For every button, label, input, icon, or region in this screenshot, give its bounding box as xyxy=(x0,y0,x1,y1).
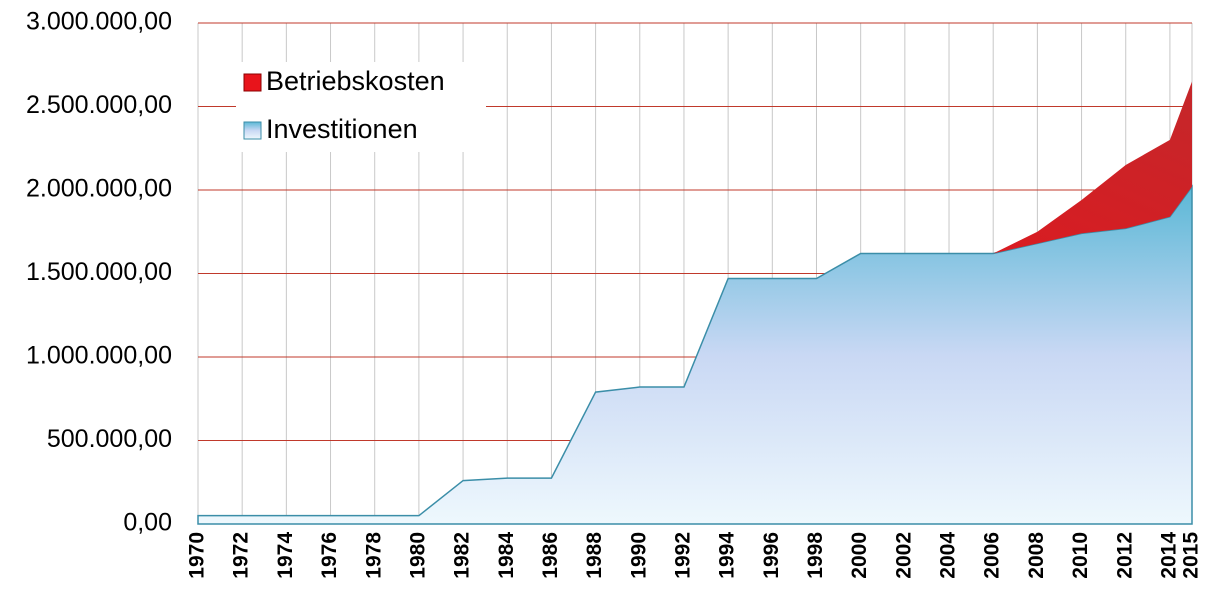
x-tick-label: 2014 xyxy=(1157,532,1180,579)
legend-swatch xyxy=(244,74,261,91)
x-tick-label: 1994 xyxy=(716,532,739,579)
x-tick-label: 1982 xyxy=(451,532,474,579)
x-tick-label: 1988 xyxy=(583,532,606,579)
legend-label: Betriebskosten xyxy=(266,66,445,96)
x-tick-label: 2002 xyxy=(892,532,915,579)
x-tick-label: 1998 xyxy=(804,532,827,579)
x-tick-label: 1970 xyxy=(186,532,209,579)
chart: 1970 1972 1974 1976 1978 1980 1982 1984 1986 1988… xyxy=(0,0,1210,604)
x-tick-label: 1974 xyxy=(274,532,297,579)
y-tick-label: 1.000.000,00 xyxy=(26,342,172,370)
x-tick-label: 2004 xyxy=(937,532,960,579)
x-tick-label: 1978 xyxy=(362,532,385,579)
y-tick-label: 0,00 xyxy=(123,509,172,537)
x-tick-label: 1986 xyxy=(539,532,562,579)
x-tick-label: 2008 xyxy=(1025,532,1048,579)
x-tick-label: 1996 xyxy=(760,532,783,579)
x-tick-label: 1992 xyxy=(672,532,695,579)
y-tick-label: 2.500.000,00 xyxy=(26,91,172,119)
legend-label: Investitionen xyxy=(266,114,418,144)
legend-swatch xyxy=(244,122,261,139)
x-tick-label: 2012 xyxy=(1113,532,1136,579)
y-tick-label: 2.000.000,00 xyxy=(26,175,172,203)
x-tick-label: 2010 xyxy=(1069,532,1092,579)
y-tick-label: 500.000,00 xyxy=(47,425,172,453)
legend: Betriebskosten Investitionen xyxy=(236,62,486,152)
x-tick-label: 2000 xyxy=(848,532,871,579)
y-tick-label: 3.000.000,00 xyxy=(26,8,172,36)
x-tick-label: 1990 xyxy=(627,532,650,579)
x-tick-label: 1976 xyxy=(318,532,341,579)
x-tick-label: 2015 xyxy=(1180,532,1203,579)
x-tick-label: 2006 xyxy=(981,532,1004,579)
x-tick-label: 1980 xyxy=(406,532,429,579)
x-tick-label: 1972 xyxy=(230,532,253,579)
y-tick-label: 1.500.000,00 xyxy=(26,258,172,286)
x-tick-label: 1984 xyxy=(495,532,518,579)
